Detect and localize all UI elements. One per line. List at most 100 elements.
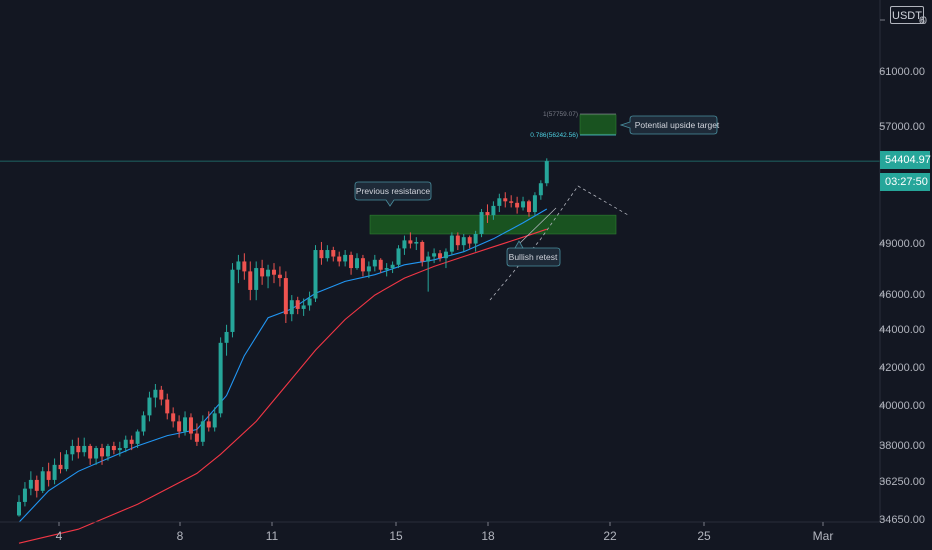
previous-resistance-callout[interactable]: Previous resistance <box>354 181 432 207</box>
time-axis[interactable]: 4 8 11 15 18 22 25 Mar <box>0 521 880 543</box>
candle-body <box>295 300 300 309</box>
candle <box>206 411 211 432</box>
candle <box>355 253 360 270</box>
candle <box>171 407 176 428</box>
candle <box>360 254 365 277</box>
candle-body <box>141 415 146 432</box>
candle-body <box>532 195 537 213</box>
candle-body <box>390 264 395 269</box>
fib-level-label: 0.786(56242.56) <box>530 132 578 139</box>
candle-body <box>46 471 51 480</box>
candle-body <box>183 417 188 432</box>
candle-body <box>485 212 490 216</box>
candle-body <box>117 448 122 451</box>
candle <box>455 232 460 251</box>
candle <box>491 201 496 220</box>
candle-body <box>64 454 69 470</box>
candle <box>22 482 27 507</box>
candle-body <box>467 237 472 244</box>
fib-level-label: 1(57759.07) <box>543 111 578 118</box>
candle <box>331 246 336 262</box>
price-tick-label: 49000.00 <box>879 238 925 250</box>
candle <box>509 195 514 208</box>
candle-body <box>414 241 419 244</box>
candle <box>420 240 425 267</box>
fast-moving-average-line <box>18 208 548 523</box>
candle <box>289 295 294 322</box>
time-tick-label: Mar <box>813 529 834 543</box>
candle <box>141 411 146 436</box>
price-axis[interactable]: 6 61000.00 57000.00 49000.00 46000.00 44000.0… <box>879 0 927 526</box>
candle-body <box>123 439 128 449</box>
candle <box>343 250 348 267</box>
candle <box>88 443 93 465</box>
candle <box>307 291 312 311</box>
candle <box>349 251 354 275</box>
candle-body <box>248 271 253 290</box>
candle <box>366 261 371 279</box>
candle-body <box>218 342 223 414</box>
candle-body <box>147 397 152 416</box>
candle-body <box>307 298 312 306</box>
candle <box>105 443 110 461</box>
candle-body <box>503 198 508 202</box>
candle-body <box>28 479 33 489</box>
candle-body <box>331 250 336 257</box>
bullish-retest-callout[interactable]: Bullish retest <box>504 240 561 267</box>
candle-body <box>426 256 431 262</box>
fib-layer: 1(57759.07) 0.786(56242.56) <box>530 111 616 139</box>
candle <box>390 261 395 274</box>
candle-body <box>277 274 282 279</box>
candle <box>177 415 182 438</box>
candle <box>295 296 300 315</box>
candle-body <box>88 445 93 459</box>
candle <box>218 337 223 418</box>
candle-body <box>349 254 354 269</box>
candle <box>479 208 484 238</box>
candle <box>230 263 235 338</box>
candle <box>194 423 199 446</box>
price-tick-label: 40000.00 <box>879 400 925 412</box>
candle <box>503 192 508 208</box>
candle-body <box>17 501 21 516</box>
candle-body <box>58 464 63 470</box>
candle <box>248 261 253 301</box>
candle <box>129 435 134 451</box>
price-tick-label: 44000.00 <box>879 324 925 336</box>
candle <box>301 298 306 316</box>
candle <box>70 439 75 461</box>
candle-body <box>319 250 324 259</box>
candle-body <box>384 268 389 270</box>
moving-averages-layer <box>18 208 548 544</box>
time-tick-label: 18 <box>481 529 495 543</box>
candle-body <box>337 256 342 262</box>
price-tick-label: 6 <box>919 15 925 27</box>
candle-body <box>159 389 164 400</box>
candle-body <box>52 464 57 480</box>
previous-resistance-label: Previous resistance <box>356 186 430 196</box>
candle <box>485 204 490 223</box>
candle-body <box>360 258 365 272</box>
potential-target-callout[interactable]: Potential upside target <box>619 115 720 135</box>
candle <box>28 471 33 496</box>
candle-body <box>402 240 407 249</box>
candle-body <box>443 251 448 259</box>
candle-body <box>171 413 176 422</box>
candle-body <box>378 259 383 270</box>
time-tick-label: 8 <box>177 529 184 543</box>
candle <box>432 248 437 264</box>
candle <box>17 495 21 517</box>
candle-body <box>544 161 549 184</box>
candle-body <box>236 261 241 270</box>
candle-body <box>396 248 401 265</box>
candle-body <box>313 250 318 299</box>
time-tick-label: 15 <box>389 529 403 543</box>
candle <box>277 266 282 287</box>
candle <box>159 385 164 406</box>
candle <box>64 450 69 472</box>
candle-body <box>301 305 306 309</box>
currency-unit-badge[interactable]: USDT <box>890 6 924 24</box>
candle-body <box>82 445 87 453</box>
candle-body <box>473 233 478 244</box>
